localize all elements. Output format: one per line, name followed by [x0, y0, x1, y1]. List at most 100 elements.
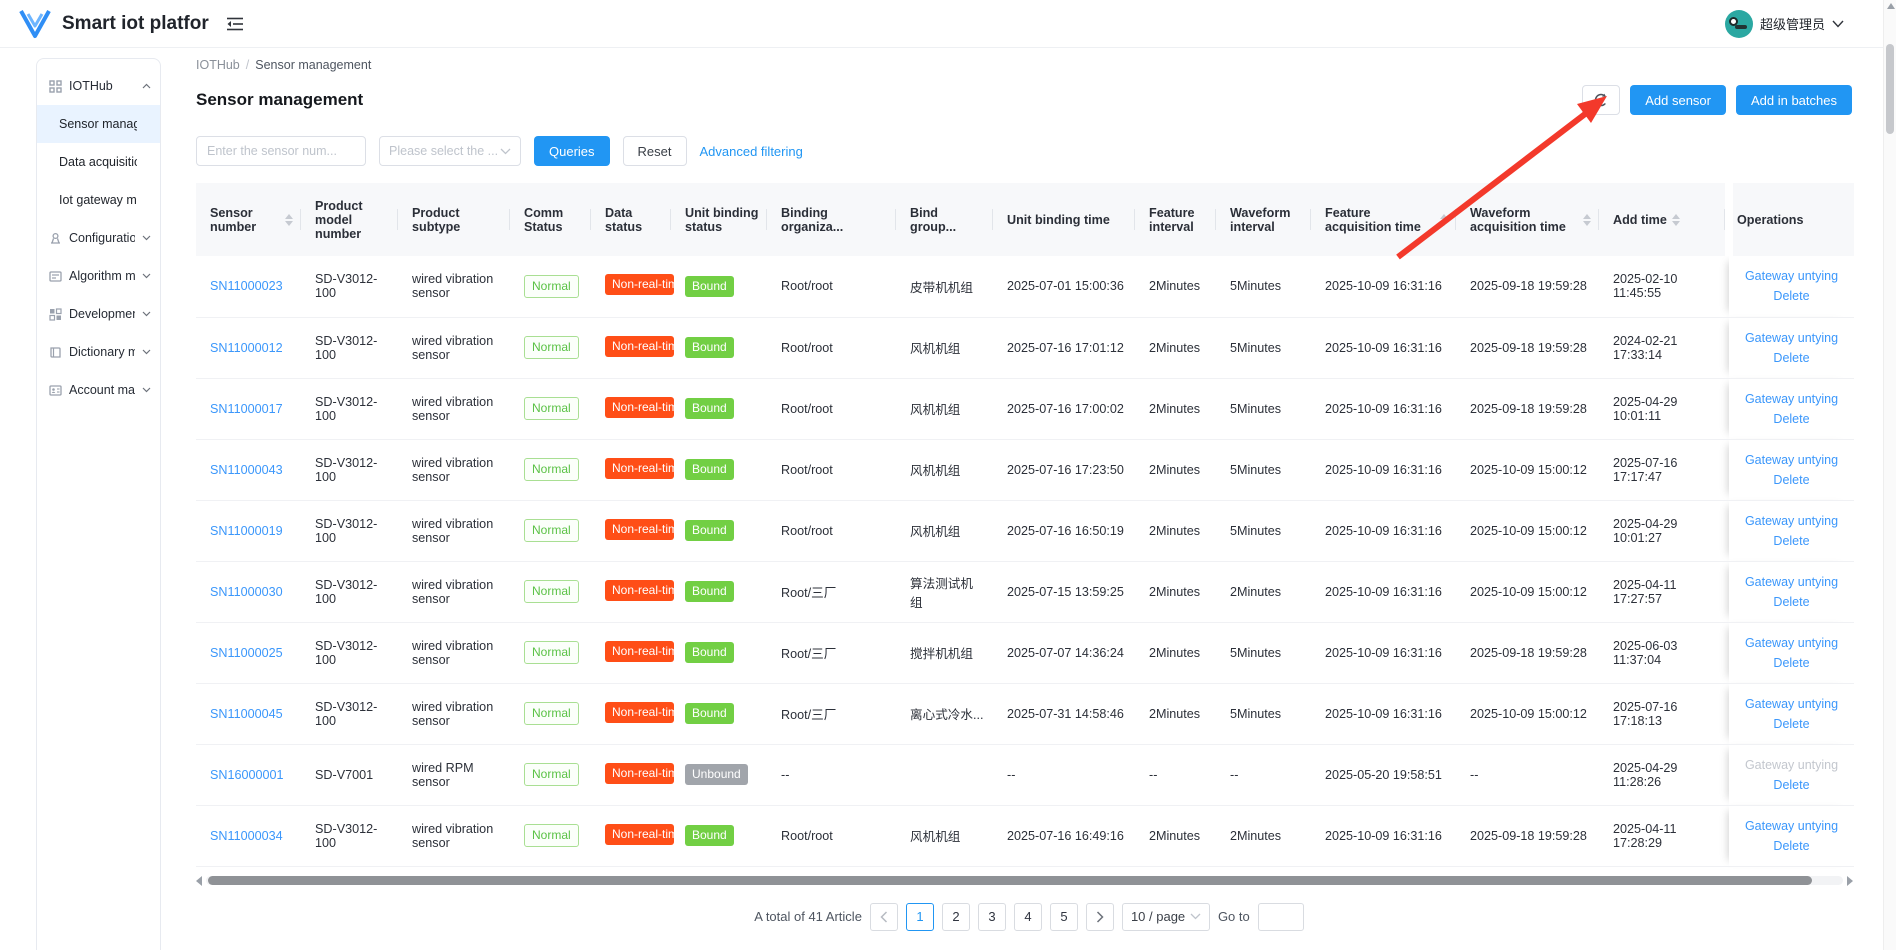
cell-sensor-number[interactable]: SN11000025 [196, 622, 301, 684]
page-size-select[interactable]: 10 / page [1121, 902, 1210, 931]
sort-icon[interactable] [1671, 213, 1680, 226]
delete-link[interactable]: Delete [1773, 594, 1810, 609]
sidebar-item-dictionary-m[interactable]: Dictionary m... [37, 333, 160, 371]
gateway-untying-link[interactable]: Gateway untying [1744, 696, 1839, 711]
delete-link[interactable]: Delete [1773, 533, 1810, 548]
delete-link[interactable]: Delete [1773, 350, 1810, 365]
pagination-prev-button[interactable] [869, 902, 898, 931]
cell-sensor-number[interactable]: SN11000045 [196, 683, 301, 745]
cell-product-subtype: wired vibration sensor [398, 500, 510, 562]
sidebar-item-data-acquisition[interactable]: Data acquisition ... [37, 143, 160, 181]
cell-feature-interval: 2Minutes [1135, 683, 1216, 745]
breadcrumb-root[interactable]: IOTHub [196, 58, 240, 72]
horizontal-scrollbar[interactable] [196, 875, 1853, 886]
delete-link[interactable]: Delete [1773, 655, 1810, 670]
user-menu[interactable]: 超级管理员 [1724, 9, 1844, 38]
horizontal-scrollbar-thumb[interactable] [208, 876, 1813, 885]
page-button-5[interactable]: 5 [1049, 902, 1078, 931]
scroll-left-icon[interactable] [196, 875, 202, 886]
column-header-sensor-number[interactable]: Sensor number [196, 183, 301, 256]
add-sensor-button[interactable]: Add sensor [1630, 85, 1726, 115]
vertical-scrollbar[interactable] [1883, 0, 1896, 950]
gateway-untying-link[interactable]: Gateway untying [1744, 818, 1839, 833]
cell-sensor-number[interactable]: SN11000012 [196, 317, 301, 379]
cell-add-time: 2025-04-29 11:28:26 [1599, 744, 1729, 806]
cell-product-model: SD-V3012-100 [301, 683, 398, 745]
cell-bind-group: 皮带机机组 [896, 256, 993, 318]
column-header-waveform-acquisition-time[interactable]: Waveform acquisition time [1456, 183, 1599, 256]
cell-sensor-number[interactable]: SN16000001 [196, 744, 301, 806]
sidebar-item-sensor-manage[interactable]: Sensor manage... [37, 105, 160, 143]
scroll-right-icon[interactable] [1847, 875, 1853, 886]
vertical-scrollbar-thumb[interactable] [1886, 44, 1894, 134]
cell-sensor-number[interactable]: SN11000043 [196, 439, 301, 501]
goto-page-input[interactable] [1257, 902, 1304, 931]
gateway-untying-link[interactable]: Gateway untying [1744, 452, 1839, 467]
cell-binding-organization: -- [767, 744, 896, 806]
pagination-next-button[interactable] [1085, 902, 1114, 931]
scroll-up-icon[interactable] [1887, 3, 1895, 9]
sensor-number-input[interactable] [196, 136, 366, 166]
cell-sensor-number[interactable]: SN11000019 [196, 500, 301, 562]
algorithm-icon [49, 270, 62, 283]
delete-link[interactable]: Delete [1773, 289, 1810, 304]
add-in-batches-button[interactable]: Add in batches [1735, 85, 1852, 115]
page-button-4[interactable]: 4 [1013, 902, 1042, 931]
cell-sensor-number[interactable]: SN11000017 [196, 378, 301, 440]
cell-waveform-acquisition-time: 2025-10-09 15:00:12 [1456, 500, 1599, 562]
page-button-3[interactable]: 3 [977, 902, 1006, 931]
cell-bind-group: 离心式冷水... [896, 683, 993, 745]
page-button-2[interactable]: 2 [941, 902, 970, 931]
cell-product-subtype: wired vibration sensor [398, 439, 510, 501]
cell-waveform-acquisition-time: 2025-09-18 19:59:28 [1456, 317, 1599, 379]
sidebar-item-algorithm-m[interactable]: Algorithm m... [37, 257, 160, 295]
delete-link[interactable]: Delete [1773, 716, 1810, 731]
sort-icon[interactable] [1583, 213, 1591, 226]
cell-unit-binding-status: Bound [671, 439, 767, 501]
sidebar-item-account-man[interactable]: Account man... [37, 371, 160, 409]
cell-operations: Gateway untying Delete [1729, 744, 1854, 806]
delete-link[interactable]: Delete [1773, 777, 1810, 792]
queries-button[interactable]: Queries [534, 136, 610, 166]
gateway-untying-link[interactable]: Gateway untying [1744, 391, 1839, 406]
sort-icon[interactable] [285, 213, 293, 226]
chevron-down-icon [1832, 20, 1844, 28]
cell-sensor-number[interactable]: SN11000030 [196, 561, 301, 623]
column-header-add-time[interactable]: Add time [1599, 183, 1729, 256]
page-button-1[interactable]: 1 [905, 902, 934, 931]
sort-icon[interactable] [1440, 213, 1448, 226]
sidebar: IOTHub Sensor manage... Data acquisition .… [36, 58, 161, 950]
delete-link[interactable]: Delete [1773, 472, 1810, 487]
chevron-down-icon [1190, 913, 1201, 920]
sidebar-item-iothub[interactable]: IOTHub [37, 67, 160, 105]
sidebar-item-iot-gateway-man[interactable]: Iot gateway man... [37, 181, 160, 219]
status-badge: Bound [685, 459, 734, 480]
cell-data-status: Non-real-tim [591, 500, 674, 562]
cell-sensor-number[interactable]: SN11000034 [196, 805, 301, 867]
reset-button[interactable]: Reset [622, 136, 687, 166]
cell-operations: Gateway untying Delete [1729, 622, 1854, 684]
gateway-untying-link[interactable]: Gateway untying [1744, 513, 1839, 528]
sidebar-item-development[interactable]: Development... [37, 295, 160, 333]
cell-sensor-number[interactable]: SN11000023 [196, 256, 301, 318]
horizontal-scrollbar-track[interactable] [206, 876, 1843, 885]
gateway-untying-link[interactable]: Gateway untying [1744, 635, 1839, 650]
cell-unit-binding-time: 2025-07-16 16:50:19 [993, 500, 1135, 562]
cell-feature-acquisition-time: 2025-10-09 16:31:16 [1311, 683, 1456, 745]
cell-unit-binding-time: 2025-07-16 16:49:16 [993, 805, 1135, 867]
refresh-button[interactable] [1582, 85, 1621, 115]
advanced-filtering-link[interactable]: Advanced filtering [699, 143, 803, 159]
status-badge: Normal [524, 458, 579, 481]
gateway-untying-link[interactable]: Gateway untying [1744, 330, 1839, 345]
sidebar-item-configuratio[interactable]: Configuratio... [37, 219, 160, 257]
cell-feature-acquisition-time: 2025-10-09 16:31:16 [1311, 805, 1456, 867]
column-header-feature-acquisition-time[interactable]: Feature acquisition time [1311, 183, 1456, 256]
sidebar-collapse-icon[interactable] [226, 16, 244, 32]
cell-data-status: Non-real-tim [591, 744, 674, 806]
gateway-untying-link[interactable]: Gateway untying [1744, 269, 1839, 284]
filter-select[interactable]: Please select the ... [379, 136, 521, 166]
gateway-untying-link[interactable]: Gateway untying [1744, 574, 1839, 589]
status-badge: Bound [685, 337, 734, 358]
delete-link[interactable]: Delete [1773, 838, 1810, 853]
delete-link[interactable]: Delete [1773, 411, 1810, 426]
